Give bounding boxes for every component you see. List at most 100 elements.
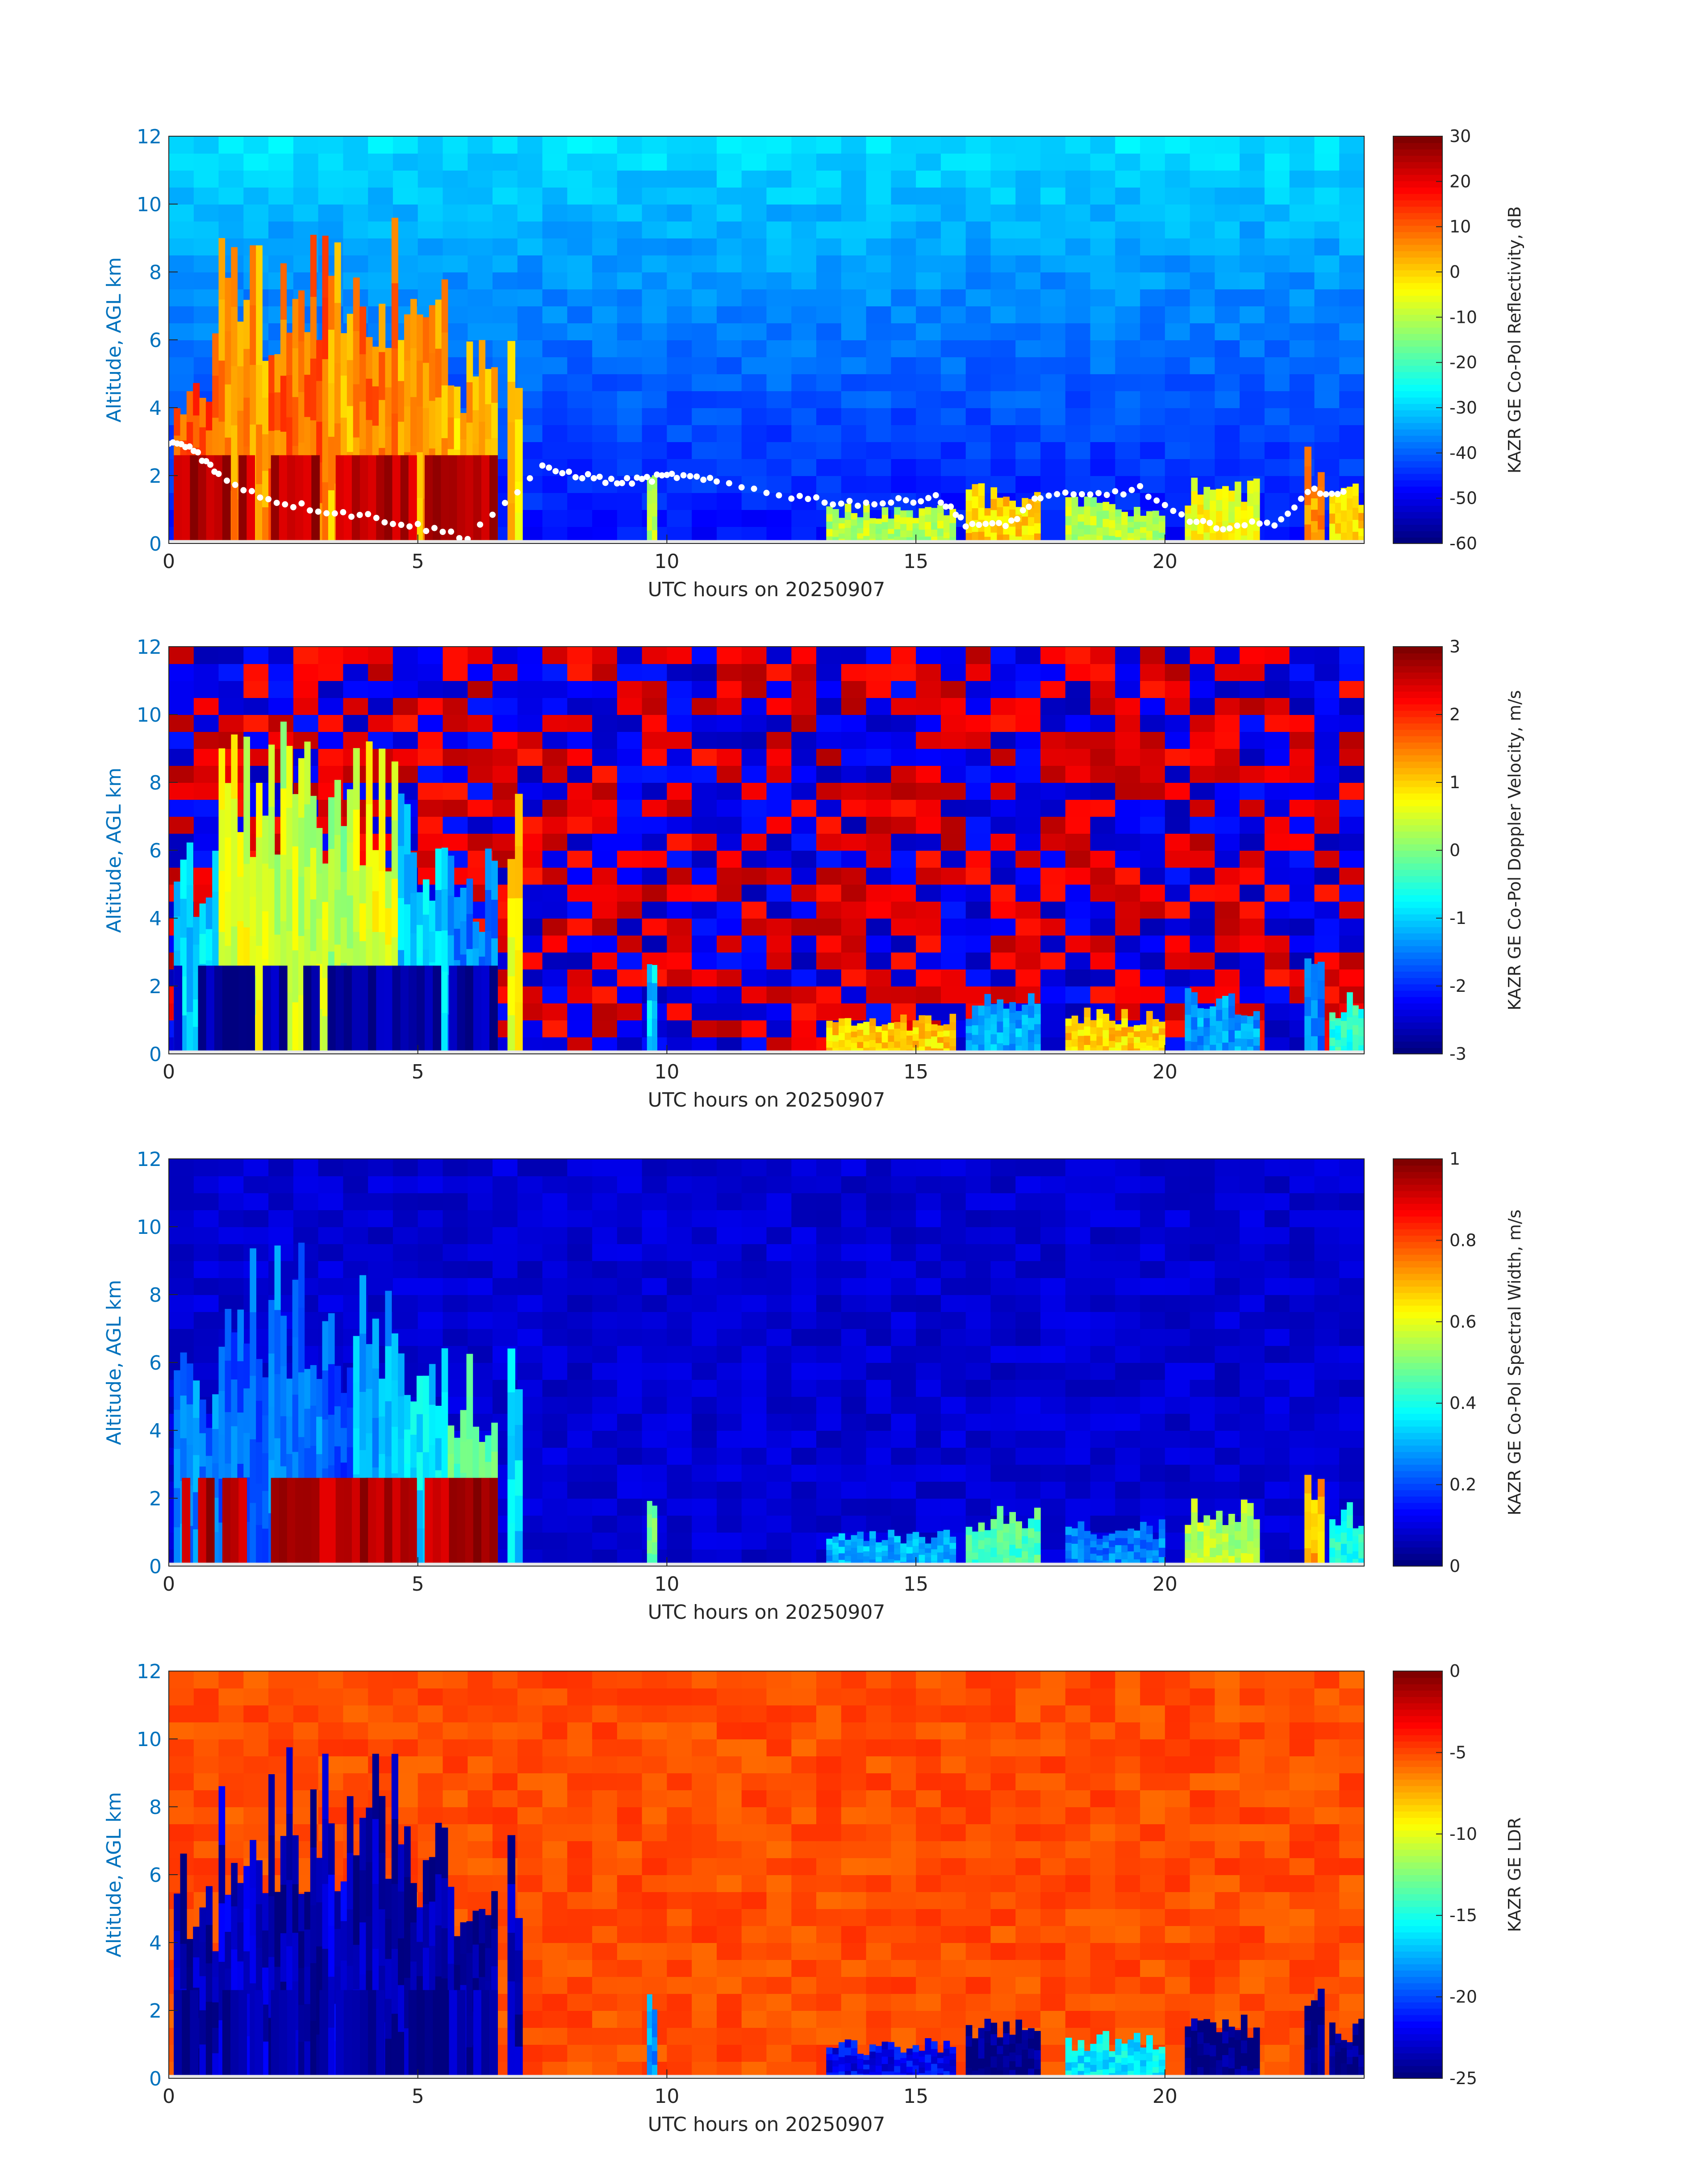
field-cell [866, 1244, 892, 1261]
field-cell [1040, 1244, 1066, 1261]
field-cell [667, 1244, 693, 1261]
cloud-cell [1210, 1006, 1216, 1016]
cloud-cell [931, 529, 938, 537]
cloud-cell [832, 1035, 839, 1042]
field-cell [617, 357, 643, 374]
field-cell [1015, 1447, 1041, 1465]
field-cell [1264, 459, 1290, 476]
field-cell [1240, 799, 1265, 817]
field-cell [1314, 374, 1340, 391]
field-cell [741, 833, 767, 851]
field-cell [1115, 136, 1141, 154]
low-layer-cell [425, 455, 433, 540]
field-cell [1339, 221, 1365, 238]
field-cell [592, 1329, 618, 1346]
cloud-cell [900, 517, 907, 524]
field-cell [766, 1532, 792, 1550]
field-cell [468, 816, 493, 834]
field-cell [1140, 1176, 1165, 1193]
cloud-base-marker [902, 497, 909, 504]
field-cell [193, 238, 219, 255]
field-cell [741, 698, 767, 715]
field-cell [766, 1176, 792, 1193]
cloud-base-marker [649, 478, 655, 485]
field-cell [791, 374, 817, 391]
cloud-base-marker [895, 495, 902, 501]
cloud-cell [1353, 495, 1359, 508]
field-cell [542, 1430, 568, 1448]
field-cell [1165, 918, 1190, 936]
field-cell [293, 1261, 319, 1278]
cloud-cell [256, 305, 263, 365]
field-cell [1040, 1193, 1066, 1210]
cloud-cell [1158, 515, 1165, 522]
cloud-cell [1191, 504, 1198, 518]
cloud-cell [385, 871, 392, 908]
field-cell [891, 986, 917, 1003]
cloud-cell [391, 820, 398, 879]
field-cell [642, 136, 668, 154]
cloud-cell [984, 529, 991, 537]
field-cell [1015, 187, 1041, 205]
field-cell [567, 935, 593, 953]
cloud-cell [875, 1043, 882, 1049]
field-cell [791, 442, 817, 459]
field-cell [866, 1261, 892, 1278]
field-cell [567, 374, 593, 391]
cloud-cell [454, 897, 461, 929]
low-layer-cell [449, 455, 458, 540]
colorbar-swatch [1393, 213, 1442, 220]
field-cell [940, 1379, 966, 1397]
field-cell [692, 748, 717, 766]
field-cell [393, 681, 418, 698]
field-cell [617, 408, 643, 425]
field-cell [1314, 323, 1340, 340]
field-cell [542, 782, 568, 800]
cloud-cell [826, 506, 833, 514]
field-cell [940, 1329, 966, 1346]
field-cell [816, 170, 842, 188]
field-cell [1240, 918, 1265, 936]
field-cell [741, 238, 767, 255]
cloud-cell [990, 487, 998, 499]
cloud-base-marker [680, 472, 687, 479]
cloud-base-marker [389, 521, 396, 527]
cloud-base-marker [1304, 489, 1311, 495]
field-cell [617, 289, 643, 306]
field-cell [866, 799, 892, 817]
field-cell [642, 238, 668, 255]
cloud-cell [1353, 519, 1359, 532]
cloud-base-marker [707, 475, 714, 481]
x-tick-label: 0 [163, 1061, 175, 1083]
field-cell [493, 306, 518, 323]
field-cell [1289, 238, 1315, 255]
cloud-cell [404, 314, 411, 361]
field-cell [1314, 170, 1340, 188]
field-cell [1065, 1396, 1091, 1414]
cloud-cell [894, 1022, 901, 1029]
field-cell [443, 136, 468, 154]
field-cell [791, 901, 817, 919]
field-cell [493, 255, 518, 272]
field-cell [1115, 765, 1141, 783]
low-layer-cell [327, 965, 336, 1051]
cloud-base-marker [381, 519, 388, 526]
field-cell [443, 1329, 468, 1346]
field-cell [542, 1515, 568, 1533]
field-cell [916, 1329, 941, 1346]
field-cell [1090, 476, 1116, 493]
cloud-cell [1210, 489, 1216, 501]
field-cell [766, 1515, 792, 1533]
cloud-cell [199, 427, 206, 457]
colorbar-swatch [1393, 493, 1442, 500]
field-cell [542, 1227, 568, 1244]
cloud-cell [875, 518, 882, 524]
field-cell [940, 1481, 966, 1499]
field-cell [1115, 952, 1141, 969]
field-cell [592, 493, 618, 510]
field-cell [891, 816, 917, 834]
field-cell [940, 816, 966, 834]
field-cell [1115, 1312, 1141, 1329]
field-cell [667, 884, 693, 902]
field-cell [1115, 425, 1141, 442]
